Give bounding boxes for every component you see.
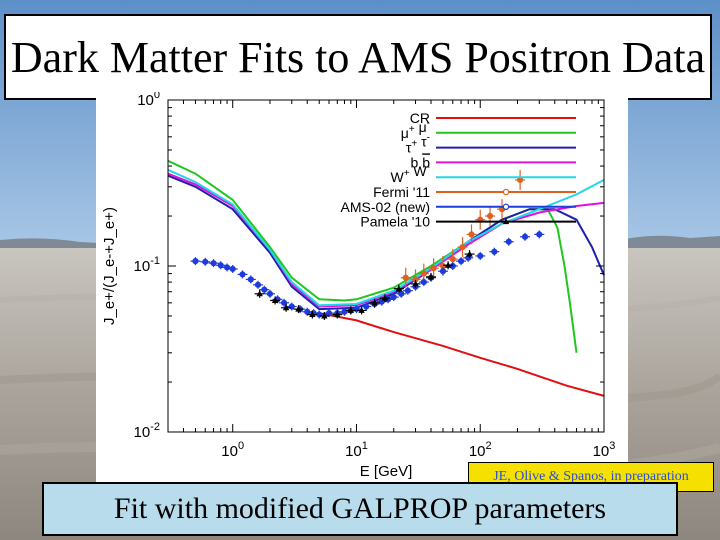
- data-point-ams-02-new: [210, 260, 217, 267]
- data-point-ams-02-new: [247, 276, 254, 283]
- data-point-ams-02-new: [457, 258, 465, 265]
- data-point-ams-02-new: [521, 233, 529, 240]
- caption-text: Fit with modified GALPROP parameters: [113, 492, 607, 525]
- data-point-ams-02-new: [266, 290, 274, 297]
- data-point-ams-02-new: [192, 258, 199, 265]
- data-point-ams-02-new: [261, 286, 268, 293]
- data-point-fermi-11: [420, 270, 427, 277]
- data-point-pamela-10: [466, 250, 473, 257]
- data-point-pamela-10: [282, 304, 290, 311]
- y-axis-label: J_e+/(J_e-+J_e+): [101, 207, 118, 325]
- legend-marker-pamela-10: [502, 218, 510, 225]
- data-point-ams-02-new: [404, 287, 411, 294]
- data-point-ams-02-new: [341, 308, 348, 315]
- y-tick-label: 10-1: [134, 255, 160, 275]
- data-point-ams-02-new: [505, 238, 512, 245]
- data-point-pamela-10: [256, 290, 263, 297]
- legend-label-mu-mu: μ+ μ-: [401, 118, 430, 141]
- caption-box: Fit with modified GALPROP parameters: [42, 482, 678, 536]
- data-point-ams-02-new: [390, 293, 397, 301]
- data-point-pamela-10: [412, 280, 419, 287]
- data-point-pamela-10: [295, 305, 302, 312]
- data-point-ams-02-new: [363, 303, 370, 310]
- data-point-pamela-10: [321, 312, 328, 319]
- slide-title-box: Dark Matter Fits to AMS Positron Data: [4, 14, 712, 100]
- credit-text: JE, Olive & Spanos, in preparation: [493, 469, 689, 484]
- legend-label-w-w: W+ W-: [390, 162, 430, 185]
- data-point-fermi-11: [430, 265, 437, 272]
- data-point-ams-02-new: [449, 262, 456, 270]
- data-point-ams-02-new: [491, 248, 498, 255]
- data-point-pamela-10: [444, 261, 452, 268]
- data-point-ams-02-new: [398, 290, 405, 297]
- data-point-pamela-10: [371, 299, 378, 306]
- data-point-pamela-10: [427, 273, 435, 280]
- chart-background: [96, 92, 628, 486]
- y-tick-label: 10-2: [134, 421, 160, 441]
- data-point-ams-02-new: [229, 265, 236, 273]
- data-point-fermi-11: [468, 231, 475, 238]
- data-point-pamela-10: [358, 306, 365, 313]
- x-tick-label: 102: [469, 440, 492, 460]
- data-point-pamela-10: [334, 311, 341, 318]
- data-point-ams-02-new: [217, 262, 224, 269]
- data-point-ams-02-new: [304, 308, 311, 315]
- data-point-fermi-11: [402, 274, 409, 281]
- legend-label-fermi-11: Fermi '11: [373, 184, 430, 200]
- data-point-ams-02-new: [280, 299, 288, 306]
- slide-title: Dark Matter Fits to AMS Positron Data: [10, 32, 706, 82]
- data-point-pamela-10: [271, 296, 279, 303]
- data-point-pamela-10: [381, 294, 389, 301]
- legend-marker-ams-02-new: [502, 203, 510, 211]
- y-tick-label: 100: [137, 92, 160, 109]
- data-point-ams-02-new: [439, 268, 447, 275]
- data-point-ams-02-new: [239, 271, 246, 278]
- data-point-pamela-10: [309, 311, 316, 318]
- data-point-ams-02-new: [536, 231, 543, 238]
- data-point-fermi-11: [449, 256, 456, 263]
- data-point-ams-02-new: [420, 278, 427, 286]
- data-point-pamela-10: [347, 306, 355, 313]
- data-point-ams-02-new: [325, 310, 333, 317]
- data-point-ams-02-new: [477, 252, 484, 260]
- x-tick-label: 101: [345, 440, 368, 460]
- x-tick-label: 100: [221, 440, 244, 460]
- positron-fraction-chart: 100 101 102 103 100 10-1 10-2 E [GeV] J_e+/(J_e-…: [96, 92, 628, 486]
- legend-marker-fermi-11: [502, 188, 510, 196]
- data-point-fermi-11: [459, 243, 466, 251]
- data-point-ams-02-new: [254, 281, 262, 288]
- series-line-w-w: [167, 168, 605, 307]
- x-axis-label: E [GeV]: [360, 463, 413, 480]
- legend-label-ams-02-new: AMS-02 (new): [341, 199, 430, 215]
- legend-label-pamela-10: Pamela '10: [360, 214, 430, 230]
- legend-label-tau-tau: τ+ τ-: [406, 133, 430, 156]
- series-line-cr: [319, 312, 605, 397]
- x-tick-label: 103: [593, 440, 616, 460]
- data-point-pamela-10: [395, 285, 403, 292]
- data-point-fermi-11: [486, 212, 494, 220]
- series-line-mu-mu: [167, 159, 578, 353]
- legend-label-cr: CR: [410, 110, 430, 126]
- legend-label-b-b-bar: b b: [411, 154, 431, 170]
- data-point-ams-02-new: [202, 258, 209, 265]
